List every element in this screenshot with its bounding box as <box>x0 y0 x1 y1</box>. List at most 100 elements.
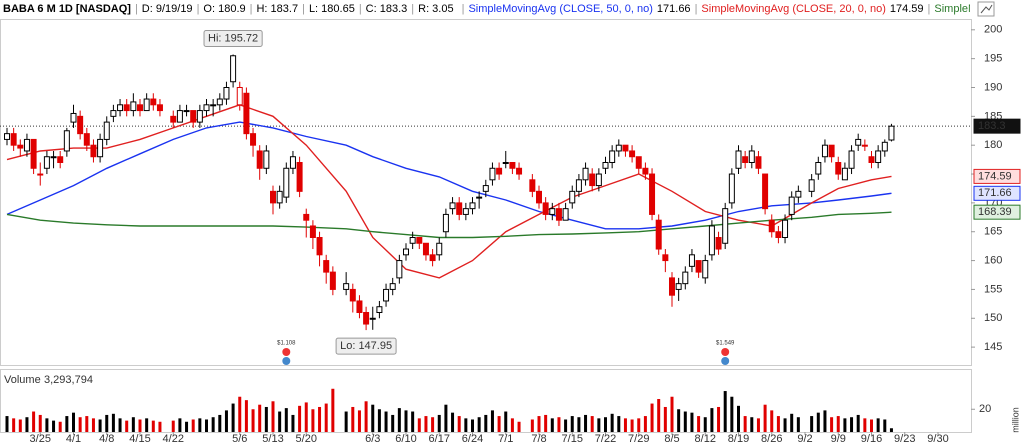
volume-bar <box>18 419 22 432</box>
candle-body <box>270 190 276 204</box>
candle-body <box>708 225 715 256</box>
x-tick-label: 9/23 <box>894 433 915 445</box>
volume-bar <box>843 418 847 432</box>
candle-body <box>363 312 370 325</box>
candle-body <box>629 150 636 158</box>
volume-bar <box>763 404 767 432</box>
volume-bar <box>105 414 109 432</box>
volume-bar <box>451 412 455 432</box>
candle-body <box>642 167 649 175</box>
x-tick-label: 7/15 <box>562 433 583 445</box>
candle-body <box>422 242 429 256</box>
toolbar-icon[interactable] <box>977 1 995 17</box>
candle-body <box>835 162 842 175</box>
price-box-label: 171.66 <box>978 187 1012 199</box>
candle-body <box>782 219 789 238</box>
x-tick-label: 9/16 <box>861 433 882 445</box>
volume-bar <box>384 411 388 432</box>
candle-body <box>722 208 729 244</box>
legend-name: SimpleMovingAvg (CLOSE, 50, 0, no) <box>468 3 653 15</box>
sma-legend: | SimpleMovingAvg (CLOSE, 50, 0, no) 171.6… <box>462 3 970 15</box>
volume-bar <box>65 416 69 432</box>
volume-bar <box>650 403 654 432</box>
volume-bar <box>52 420 56 432</box>
volume-bar <box>703 417 707 432</box>
x-tick-label: 9/30 <box>927 433 948 445</box>
candle-body <box>688 254 695 267</box>
volume-bar <box>377 409 381 432</box>
price-box <box>973 118 1021 134</box>
volume-bar <box>836 416 840 432</box>
volume-bar <box>185 421 189 432</box>
volume-bar <box>324 403 328 432</box>
candle-body <box>795 190 802 198</box>
volume-bar <box>85 416 89 432</box>
candle-body <box>190 110 197 123</box>
candle-body <box>296 162 303 192</box>
candle-body <box>263 150 270 169</box>
candle-body <box>17 144 24 149</box>
chart-header: BABA 6 M 1D [NASDAQ] | D: 9/19/19 | O: 180.9… <box>0 0 970 19</box>
volume-bar <box>544 414 548 432</box>
candle-body <box>881 141 888 152</box>
volume-bar <box>643 416 647 432</box>
y-tick-label: 195 <box>984 53 1002 65</box>
x-tick-label: 3/25 <box>30 433 51 445</box>
price-box-label: 174.59 <box>978 170 1012 182</box>
sma-line <box>6 211 892 239</box>
volume-bar <box>617 416 621 432</box>
volume-bar <box>178 418 182 432</box>
candle-body <box>256 150 263 169</box>
volume-bar <box>570 416 574 432</box>
volume-bar <box>291 414 295 432</box>
legend-name: SimpleMovingAvg (CLOSE, 200, 0, no) <box>934 3 970 15</box>
volume-bar <box>584 414 588 432</box>
volume-bar <box>191 419 195 432</box>
candle-body <box>210 104 217 107</box>
candle-body <box>635 156 642 169</box>
legend-value: 174.59 <box>889 3 924 15</box>
volume-bar <box>258 404 262 432</box>
volume-bar <box>364 401 368 432</box>
volume-bar <box>464 418 468 432</box>
volume-bar <box>58 421 62 432</box>
x-tick-label: 6/10 <box>395 433 416 445</box>
volume-bar <box>145 418 149 432</box>
candle-body <box>376 306 383 314</box>
x-tick-label: 5/13 <box>262 433 283 445</box>
candle-body <box>675 283 682 290</box>
candle-body <box>396 260 403 279</box>
candle-body <box>97 138 104 158</box>
volume-bar <box>490 410 494 432</box>
candle-body <box>828 144 835 158</box>
volume-bar <box>550 418 554 432</box>
candle-body <box>469 202 476 210</box>
candle-body <box>369 317 376 320</box>
volume-bar <box>557 417 561 432</box>
volume-bar <box>424 416 428 432</box>
volume-bar <box>224 410 228 432</box>
candle-body <box>489 167 496 181</box>
candle-body <box>735 150 742 169</box>
candle-body <box>888 125 895 141</box>
candle-body <box>462 208 469 215</box>
price-box <box>973 185 1021 201</box>
volume-bar <box>72 412 75 432</box>
volume-bar <box>590 416 594 432</box>
candle-body <box>196 110 203 123</box>
candle-body <box>602 162 609 169</box>
candle-body <box>496 167 503 175</box>
volume-bar <box>637 418 641 432</box>
candle-body <box>70 112 77 123</box>
legend-name: SimpleMovingAvg (CLOSE, 20, 0, no) <box>701 3 886 15</box>
event-label: $1.108 <box>277 341 296 347</box>
candle-body <box>343 283 350 290</box>
icon-frame[interactable] <box>977 1 995 17</box>
volume-bar <box>38 414 42 432</box>
x-tick-label: 9/2 <box>797 433 812 445</box>
volume-bar <box>810 416 814 432</box>
candle-body <box>841 167 848 181</box>
candle-body <box>449 202 456 210</box>
x-tick-label: 9/9 <box>831 433 846 445</box>
